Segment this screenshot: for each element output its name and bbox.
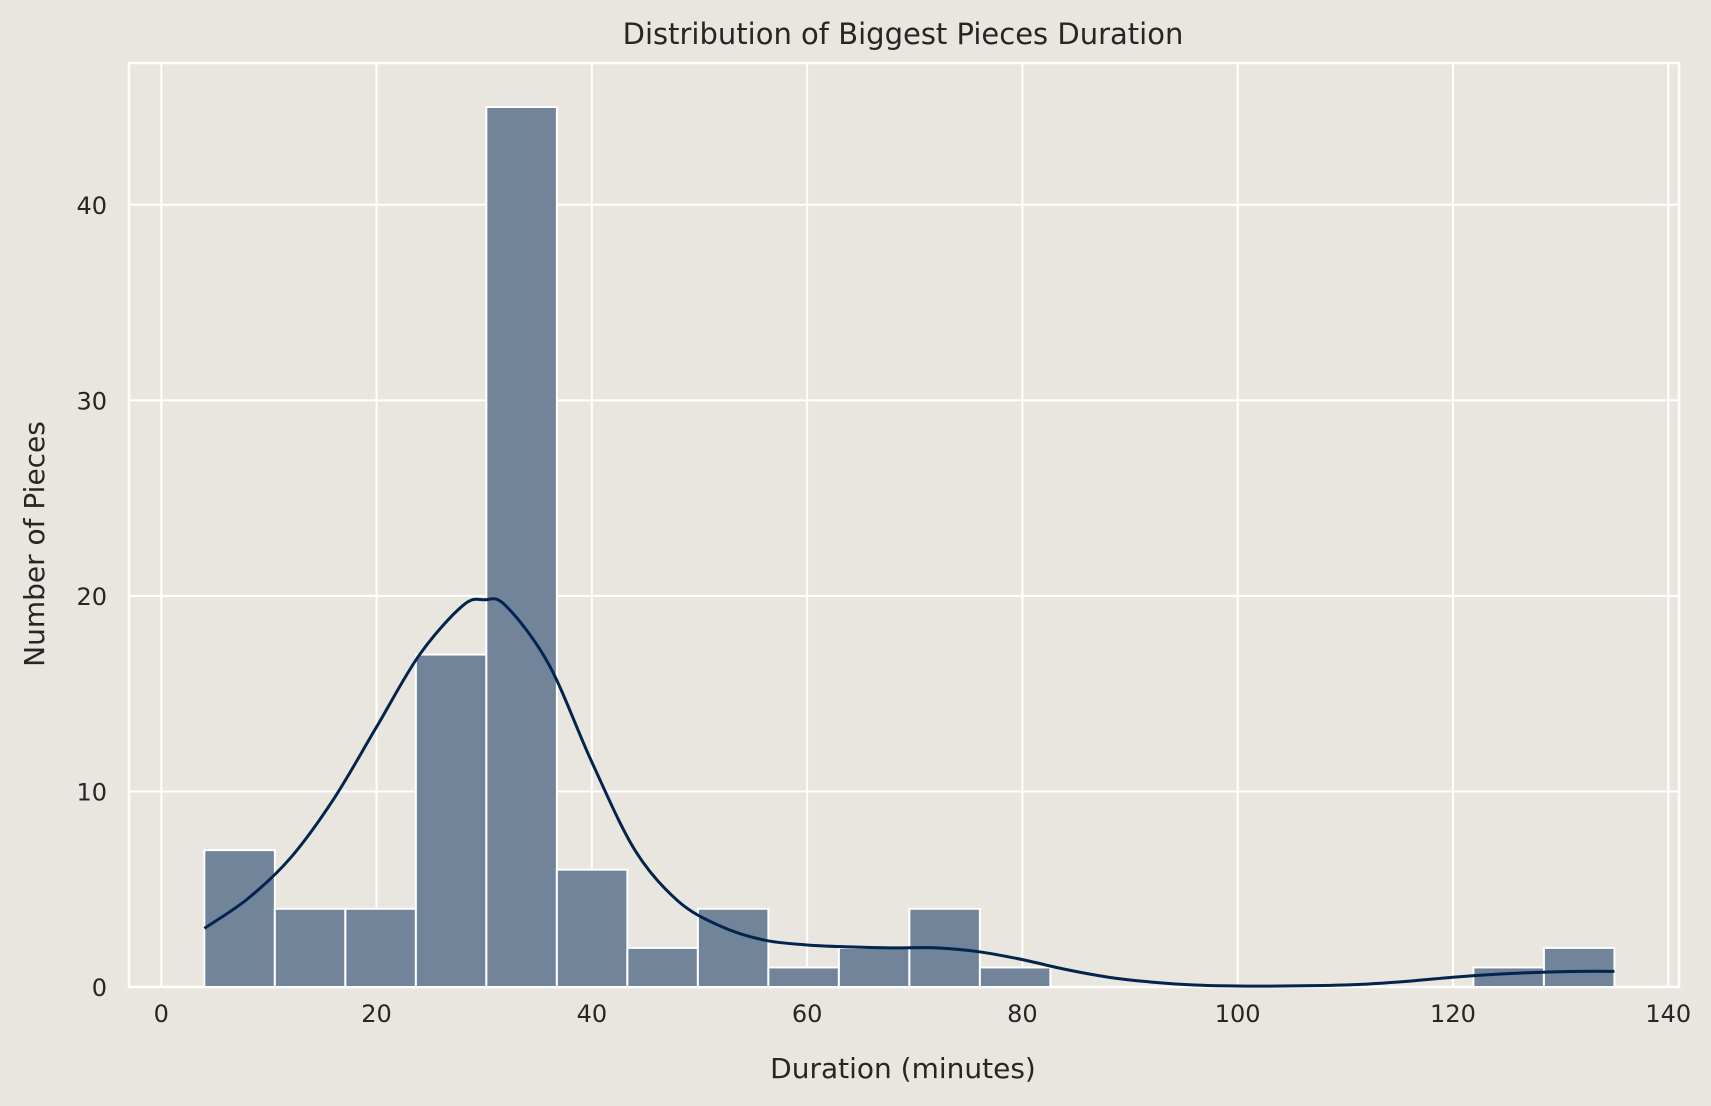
- histogram-bar: [837, 946, 911, 989]
- histogram-bar: [344, 907, 417, 988]
- histogram-bar: [1542, 946, 1616, 989]
- x-tick-label: 120: [1430, 1000, 1476, 1028]
- y-tick-label: 0: [92, 974, 107, 1002]
- x-tick-label: 40: [577, 1000, 608, 1028]
- histogram-bar: [485, 106, 558, 988]
- x-axis-title: Duration (minutes): [770, 1052, 1036, 1085]
- histogram-bar: [273, 907, 347, 988]
- histogram-bars: [203, 106, 1616, 989]
- histogram-bar: [626, 946, 699, 989]
- histogram-bar: [978, 966, 1052, 989]
- y-tick-label: 30: [76, 387, 107, 415]
- histogram-bar: [767, 966, 840, 989]
- y-tick-label: 20: [76, 583, 107, 611]
- x-tick-label: 100: [1215, 1000, 1261, 1028]
- kde-curve: [203, 597, 1615, 988]
- y-tick-label: 40: [76, 192, 107, 220]
- histogram-bar: [414, 653, 488, 988]
- histogram-bar: [555, 868, 629, 989]
- x-tick-label: 80: [1007, 1000, 1038, 1028]
- kde-curve-layer: [203, 597, 1615, 988]
- x-tick-label: 0: [154, 1000, 169, 1028]
- histogram-bar: [1472, 966, 1545, 989]
- tick-labels: 0 20 40 60 80 100 120 140 0 10 20 30 40: [76, 192, 1691, 1028]
- plot-area: [127, 61, 1681, 989]
- y-axis-title: Number of Pieces: [18, 421, 51, 667]
- x-tick-label: 60: [792, 1000, 823, 1028]
- x-tick-label: 140: [1645, 1000, 1691, 1028]
- x-tick-label: 20: [361, 1000, 392, 1028]
- histogram-bar: [203, 849, 276, 988]
- plot-background: [127, 61, 1681, 989]
- chart-title: Distribution of Biggest Pieces Duration: [623, 17, 1184, 51]
- y-tick-label: 10: [76, 778, 107, 806]
